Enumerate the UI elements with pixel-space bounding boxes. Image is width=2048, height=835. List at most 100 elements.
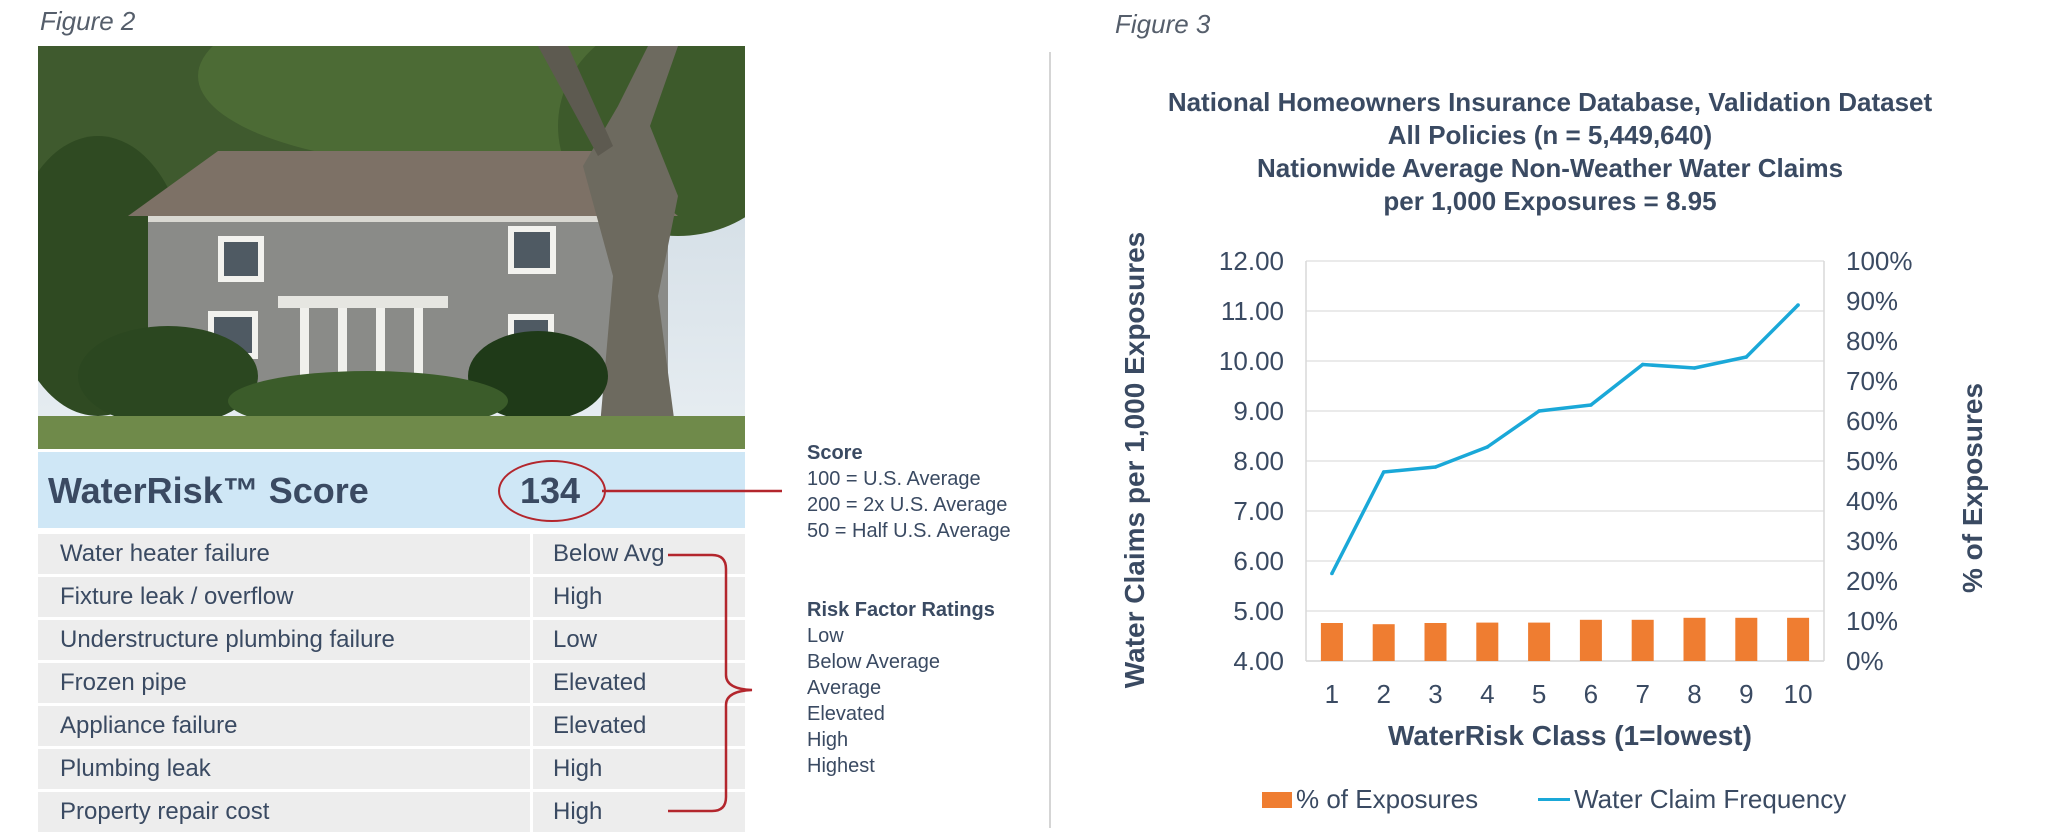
exposure-bar xyxy=(1631,619,1654,661)
factor-rating: High xyxy=(530,577,745,617)
claim-frequency-point xyxy=(1381,470,1386,474)
legend-bar-swatch xyxy=(1262,791,1292,808)
x-tick-label: 1 xyxy=(1325,679,1339,709)
x-tick-label: 5 xyxy=(1532,679,1546,709)
claim-frequency-point xyxy=(1589,403,1593,407)
claim-frequency-line xyxy=(1330,303,1800,575)
exposure-bar xyxy=(1320,623,1343,661)
chart-title-line: per 1,000 Exposures = 8.95 xyxy=(1383,186,1717,216)
factor-rating: Below Avg xyxy=(530,534,745,574)
claim-frequency-point xyxy=(1640,362,1645,367)
rating-legend-line: High xyxy=(807,729,849,751)
score-legend-line: 100 = U.S. Average xyxy=(807,468,981,490)
table-row: Appliance failure Elevated xyxy=(38,706,745,746)
x-tick-label: 6 xyxy=(1584,679,1598,709)
y2-tick-label: 50% xyxy=(1846,446,1898,476)
x-tick-label: 3 xyxy=(1428,679,1442,709)
factor-name: Understructure plumbing failure xyxy=(38,620,530,660)
exposure-bar xyxy=(1476,622,1499,661)
score-band: WaterRisk™ Score 134 xyxy=(38,452,745,528)
exposure-bar xyxy=(1787,617,1810,661)
factor-name: Water heater failure xyxy=(38,534,530,574)
factor-rating: High xyxy=(530,749,745,789)
x-tick-label: 4 xyxy=(1480,679,1494,709)
x-tick-label: 2 xyxy=(1376,679,1390,709)
y-tick-label: 12.00 xyxy=(1219,246,1284,276)
factor-name: Fixture leak / overflow xyxy=(38,577,530,617)
x-tick-label: 9 xyxy=(1739,679,1753,709)
claim-frequency-point xyxy=(1796,303,1800,307)
claim-frequency-point xyxy=(1433,465,1438,469)
y2-axis-label: % of Exposures xyxy=(1957,383,1988,593)
score-legend-line: 200 = 2x U.S. Average xyxy=(807,494,1008,516)
house-photo xyxy=(38,46,745,449)
chart-title: National Homeowners Insurance Database, … xyxy=(1110,86,1990,218)
rating-legend-line: Low xyxy=(807,625,844,647)
claim-frequency-point xyxy=(1744,355,1749,359)
y2-tick-label: 0% xyxy=(1846,646,1884,676)
y-tick-label: 6.00 xyxy=(1233,546,1284,576)
claim-frequency-point xyxy=(1692,366,1697,370)
rating-bracket xyxy=(668,553,753,813)
claim-frequency-point xyxy=(1485,445,1490,449)
chart-legend: % of Exposures Water Claim Frequency xyxy=(1262,784,1846,815)
table-row: Frozen pipe Elevated xyxy=(38,663,745,703)
y-tick-label: 9.00 xyxy=(1233,396,1284,426)
rating-legend-line: Average xyxy=(807,677,882,699)
score-legend: Score 100 = U.S. Average 200 = 2x U.S. A… xyxy=(807,440,1011,544)
chart-title-line: All Policies (n = 5,449,640) xyxy=(1387,120,1713,150)
y-tick-label: 4.00 xyxy=(1233,646,1284,676)
score-value: 134 xyxy=(520,470,581,511)
table-row: Understructure plumbing failure Low xyxy=(38,620,745,660)
y2-tick-label: 100% xyxy=(1846,246,1913,276)
chart-title-line: National Homeowners Insurance Database, … xyxy=(1167,87,1933,117)
factor-name: Property repair cost xyxy=(38,792,530,832)
rating-legend-heading: Risk Factor Ratings xyxy=(807,599,995,621)
x-tick-label: 10 xyxy=(1784,679,1813,709)
x-axis-label: WaterRisk Class (1=lowest) xyxy=(1388,720,1752,751)
y2-tick-label: 40% xyxy=(1846,486,1898,516)
factor-rating: Elevated xyxy=(530,706,745,746)
figure-3-caption: Figure 3 xyxy=(1115,9,1211,39)
exposure-bar xyxy=(1579,619,1602,661)
factor-name: Frozen pipe xyxy=(38,663,530,703)
claim-frequency-point xyxy=(1330,571,1334,576)
claim-frequency-point xyxy=(1537,409,1541,413)
legend-line-swatch xyxy=(1538,798,1571,801)
y-tick-label: 7.00 xyxy=(1233,496,1284,526)
table-row: Fixture leak / overflow High xyxy=(38,577,745,617)
table-row: Plumbing leak High xyxy=(38,749,745,789)
y-axis-label: Water Claims per 1,000 Exposures xyxy=(1119,232,1150,689)
x-tick-label: 8 xyxy=(1687,679,1701,709)
score-title: WaterRisk™ Score xyxy=(48,470,369,511)
rating-legend-line: Highest xyxy=(807,755,875,777)
factor-name: Appliance failure xyxy=(38,706,530,746)
y-tick-label: 8.00 xyxy=(1233,446,1284,476)
y-tick-label: 10.00 xyxy=(1219,346,1284,376)
score-legend-line: 50 = Half U.S. Average xyxy=(807,520,1011,542)
y2-tick-label: 90% xyxy=(1846,286,1898,316)
rating-legend: Risk Factor Ratings Low Below Average Av… xyxy=(807,597,995,779)
exposure-bar xyxy=(1424,623,1447,661)
rating-legend-line: Elevated xyxy=(807,703,885,725)
exposure-bar xyxy=(1372,624,1395,661)
factor-rating: Elevated xyxy=(530,663,745,703)
figure-divider xyxy=(1049,52,1051,828)
exposure-bar xyxy=(1683,617,1706,661)
y2-tick-label: 70% xyxy=(1846,366,1898,396)
factor-name: Plumbing leak xyxy=(38,749,530,789)
legend-line-label: Water Claim Frequency xyxy=(1574,784,1847,814)
y-tick-label: 11.00 xyxy=(1221,296,1284,326)
risk-factor-table: Water heater failure Below Avg Fixture l… xyxy=(38,531,745,835)
legend-bar-label: % of Exposures xyxy=(1296,784,1479,814)
y2-tick-label: 20% xyxy=(1846,566,1898,596)
chart-title-line: Nationwide Average Non-Weather Water Cla… xyxy=(1256,153,1844,183)
x-tick-label: 7 xyxy=(1635,679,1649,709)
factor-rating: Low xyxy=(530,620,745,660)
table-row: Property repair cost High xyxy=(38,792,745,832)
rating-legend-line: Below Average xyxy=(807,651,941,673)
y2-tick-label: 10% xyxy=(1846,606,1898,636)
y-tick-label: 5.00 xyxy=(1233,596,1284,626)
